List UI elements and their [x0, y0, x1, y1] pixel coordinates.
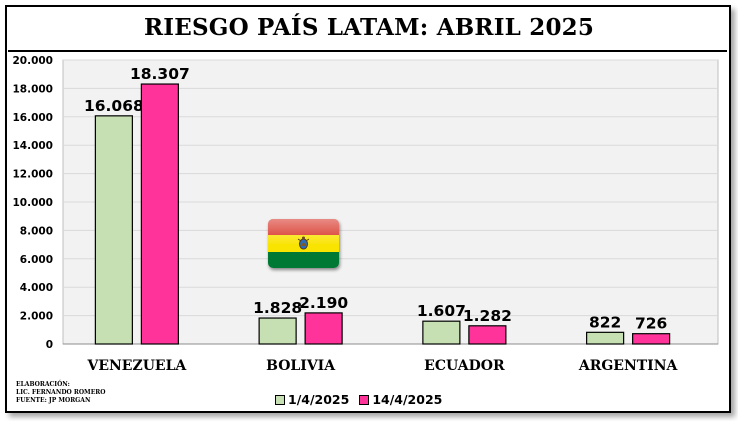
y-tick-label: 14.000	[12, 140, 53, 152]
footnote-line-1: ELABORACIÓN:	[16, 381, 70, 388]
data-label: 1.828	[253, 299, 302, 317]
bar	[258, 317, 297, 345]
y-tick-label: 12.000	[12, 169, 53, 181]
bolivia-flag-icon	[268, 219, 339, 268]
bar	[304, 312, 343, 345]
legend-label-series-1: 1/4/2025	[288, 392, 350, 407]
x-tick-label: ECUADOR	[424, 358, 505, 374]
y-tick-label: 6.000	[20, 254, 53, 266]
y-tick-label: 20.000	[12, 55, 53, 67]
legend-label-series-2: 14/4/2025	[372, 392, 443, 407]
y-tick-label: 0	[46, 339, 53, 351]
bar	[468, 325, 507, 345]
x-tick-label: BOLIVIA	[266, 358, 336, 374]
flag-stripe-green	[268, 251, 339, 268]
y-tick-label: 8.000	[20, 225, 53, 237]
data-label: 822	[589, 313, 621, 331]
legend-item-series-1: 1/4/2025	[275, 392, 349, 407]
data-label: 726	[635, 315, 667, 333]
y-tick-label: 4.000	[20, 282, 53, 294]
title-divider	[8, 50, 727, 52]
x-tick-label: VENEZUELA	[86, 358, 187, 374]
bar	[94, 115, 133, 345]
data-label: 2.190	[299, 294, 348, 312]
legend-swatch-series-2	[359, 394, 370, 405]
bar	[422, 320, 461, 345]
y-tick-label: 2.000	[20, 311, 53, 323]
x-tick-label: ARGENTINA	[578, 358, 679, 374]
y-tick-label: 16.000	[12, 112, 53, 124]
bar	[586, 331, 625, 345]
chart-title: RIESGO PAÍS LATAM: ABRIL 2025	[143, 14, 595, 41]
chart-legend: 1/4/2025 14/4/2025	[275, 392, 452, 407]
legend-swatch-series-1	[275, 394, 285, 405]
flag-stripe-red	[268, 219, 339, 236]
bar	[632, 333, 671, 345]
footnote-line-2: LIC. FERNANDO ROMERO	[16, 389, 106, 396]
coat-of-arms-icon	[297, 236, 310, 250]
footnote-line-3: FUENTE: JP MORGAN	[16, 397, 91, 404]
legend-item-series-2: 14/4/2025	[359, 392, 442, 407]
credits-footnote: ELABORACIÓN: LIC. FERNANDO ROMERO FUENTE…	[16, 381, 105, 405]
data-label: 18.307	[130, 65, 190, 83]
data-label: 1.607	[417, 302, 466, 320]
y-tick-label: 10.000	[12, 197, 53, 209]
data-label: 16.068	[84, 97, 144, 115]
y-tick-label: 18.000	[12, 83, 53, 95]
data-label: 1.282	[463, 307, 512, 325]
bar	[140, 83, 179, 345]
